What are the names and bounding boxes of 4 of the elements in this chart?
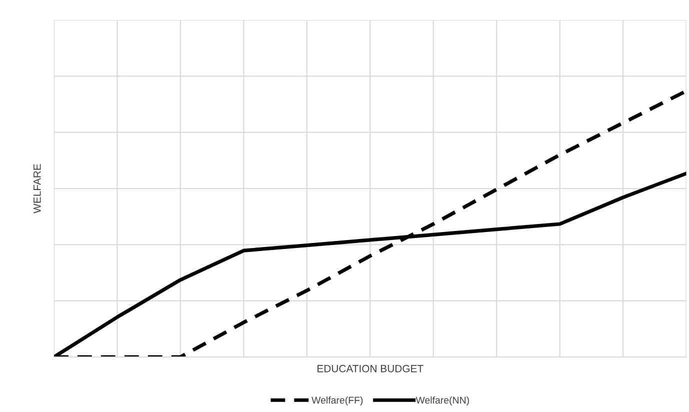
legend-label: Welfare(NN) xyxy=(416,396,469,406)
legend-label: Welfare(FF) xyxy=(312,396,363,406)
y-axis-title: WELFARE xyxy=(34,164,41,214)
x-axis-title: EDUCATION BUDGET xyxy=(318,364,424,372)
